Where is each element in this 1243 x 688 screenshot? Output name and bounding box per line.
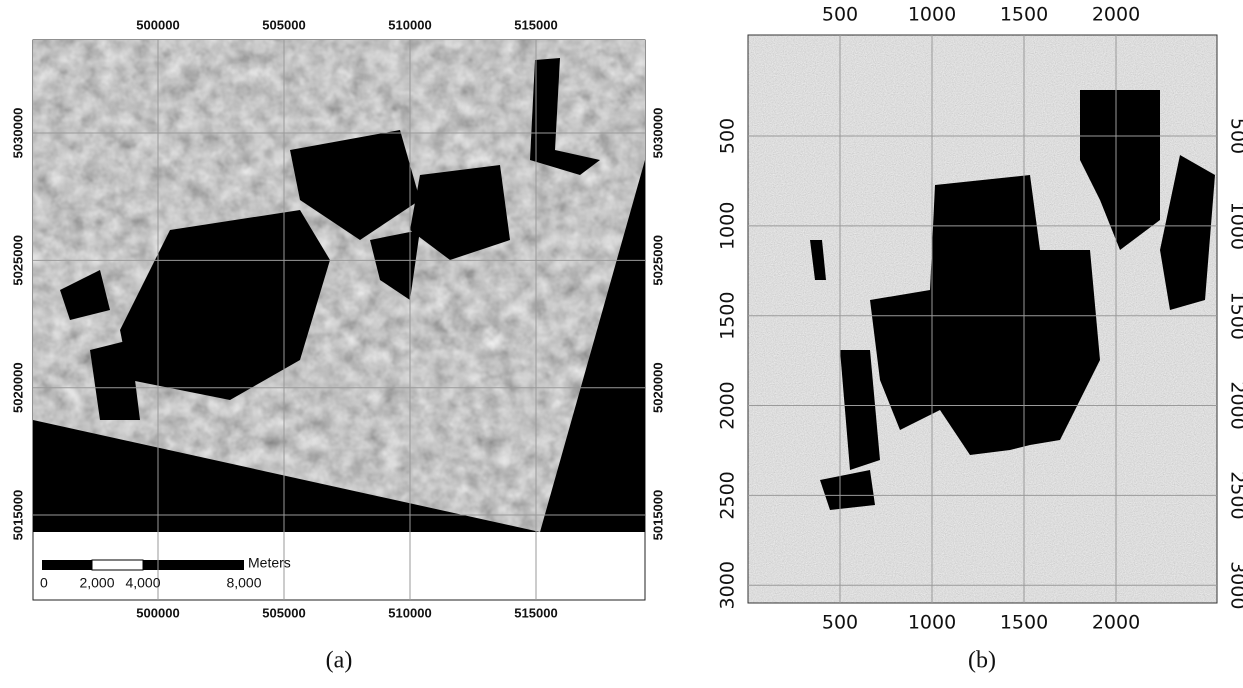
y-tick-label: 2000 (1227, 381, 1243, 429)
y-tick-label: 5030000 (10, 108, 25, 159)
x-tick-label: 2000 (1092, 612, 1140, 634)
page: Meters (a) (b) 5000005000005050005050005… (0, 0, 1243, 688)
scale-bar-label: 4,000 (125, 575, 160, 591)
y-tick-label: 2500 (717, 471, 739, 519)
y-tick-label: 5025000 (650, 235, 665, 286)
y-tick-label: 5020000 (650, 362, 665, 413)
x-tick-label: 1500 (1000, 612, 1048, 634)
y-tick-label: 1500 (1227, 292, 1243, 340)
y-tick-label: 2500 (1227, 471, 1243, 519)
y-tick-label: 5025000 (10, 235, 25, 286)
x-tick-label: 505000 (262, 17, 305, 32)
x-tick-label: 1000 (908, 612, 956, 634)
x-tick-label: 500000 (136, 17, 179, 32)
x-tick-label: 510000 (388, 605, 431, 620)
caption: (a) (326, 648, 353, 674)
y-tick-label: 3000 (717, 561, 739, 609)
x-tick-label: 515000 (514, 605, 557, 620)
x-tick-label: 500 (822, 4, 858, 26)
x-tick-label: 500000 (136, 605, 179, 620)
y-tick-label: 500 (1227, 118, 1243, 154)
y-tick-label: 5020000 (10, 362, 25, 413)
y-tick-label: 3000 (1227, 561, 1243, 609)
y-tick-label: 1000 (1227, 202, 1243, 250)
x-tick-label: 505000 (262, 605, 305, 620)
scale-bar-label: 8,000 (226, 575, 261, 591)
y-tick-label: 500 (717, 118, 739, 154)
x-tick-label: 515000 (514, 17, 557, 32)
y-tick-label: 5030000 (650, 108, 665, 159)
scale-bar-segment (42, 560, 92, 570)
x-tick-label: 1000 (908, 4, 956, 26)
y-tick-label: 2000 (717, 381, 739, 429)
x-tick-label: 1500 (1000, 4, 1048, 26)
panel-b: (b) (748, 35, 1217, 674)
caption: (b) (968, 648, 996, 674)
y-tick-label: 1500 (717, 292, 739, 340)
x-tick-label: 2000 (1092, 4, 1140, 26)
scale-bar-label: 2,000 (79, 575, 114, 591)
y-tick-label: 5015000 (10, 490, 25, 541)
y-tick-label: 1000 (717, 202, 739, 250)
y-tick-label: 5015000 (650, 490, 665, 541)
figure: Meters (a) (b) 5000005000005050005050005… (0, 0, 1243, 688)
x-tick-label: 500 (822, 612, 858, 634)
scale-bar-segment (92, 560, 143, 570)
scale-bar-label: 0 (40, 575, 48, 591)
x-tick-label: 510000 (388, 17, 431, 32)
